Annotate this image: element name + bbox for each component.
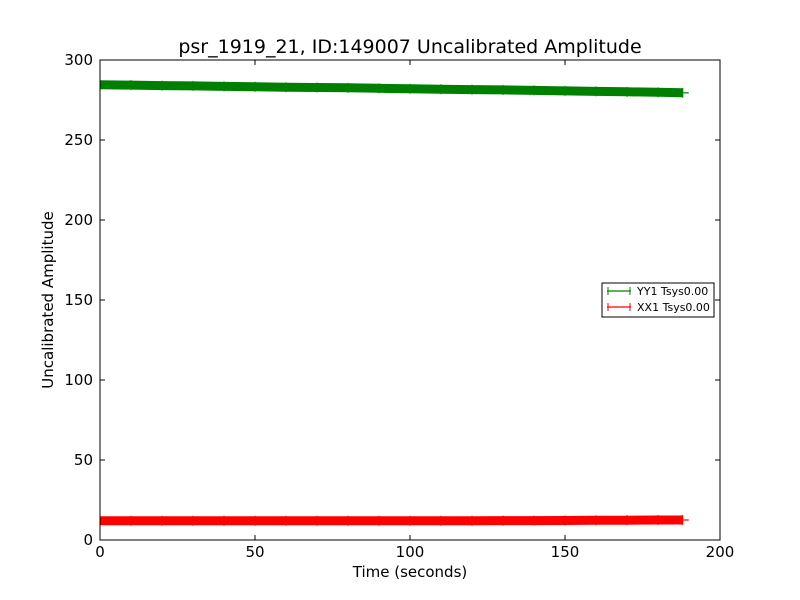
y-tick-label: 0 (83, 531, 93, 549)
legend: YY1 Tsys0.00 XX1 Tsys0.00 (601, 282, 715, 318)
series-layer (99, 79, 689, 526)
x-tick-label: 50 (245, 543, 264, 561)
y-tick-label: 100 (64, 371, 93, 389)
x-axis-title: Time (seconds) (352, 563, 468, 581)
legend-label-yy1: YY1 Tsys0.00 (636, 285, 708, 298)
x-tick-label: 0 (95, 543, 105, 561)
y-tick-label: 200 (64, 211, 93, 229)
chart-title: psr_1919_21, ID:149007 Uncalibrated Ampl… (178, 36, 641, 58)
x-tick-label: 100 (396, 543, 425, 561)
y-tick-label: 250 (64, 131, 93, 149)
ticks-layer: 0 50 100 150 200 0 50 100 150 200 250 300 (64, 51, 734, 561)
y-tick-label: 300 (64, 51, 93, 69)
y-axis-title: Uncalibrated Amplitude (39, 211, 57, 388)
x-tick-label: 200 (706, 543, 735, 561)
series-line-0 (99, 84, 683, 94)
y-tick-label: 50 (74, 451, 93, 469)
y-tick-label: 150 (64, 291, 93, 309)
legend-label-xx1: XX1 Tsys0.00 (637, 301, 710, 314)
series-line-1 (100, 519, 683, 522)
x-tick-label: 150 (551, 543, 580, 561)
legend-box (601, 282, 715, 318)
